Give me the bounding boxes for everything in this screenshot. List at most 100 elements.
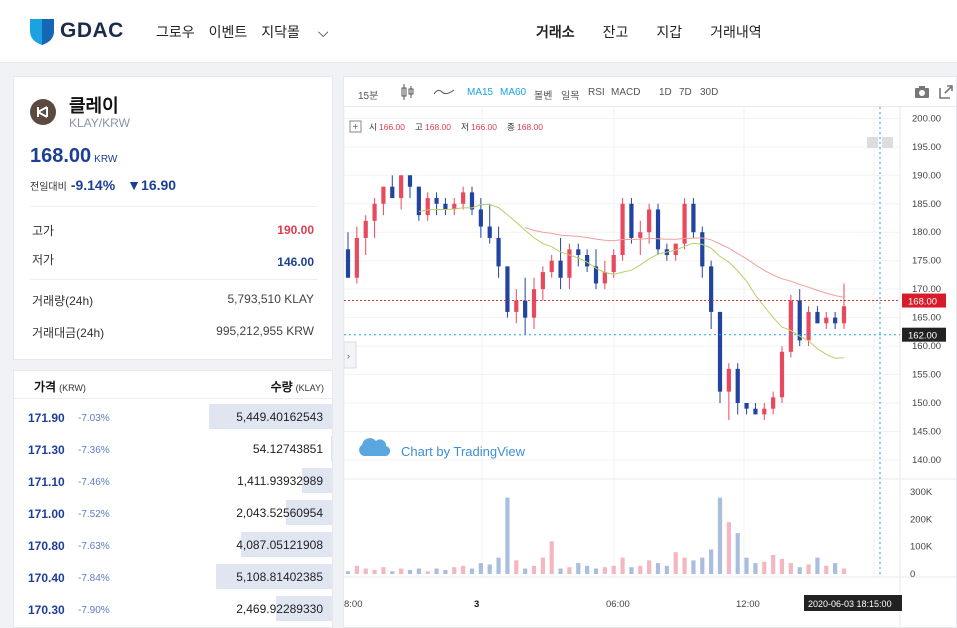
orderbook-row[interactable]: 171.00 -7.52% 2,043.52560954 [14, 495, 332, 527]
candle-body [611, 255, 616, 273]
volume-bar [726, 522, 731, 574]
klay-coin-icon [30, 99, 56, 125]
volume-bar [717, 497, 723, 574]
candle-body [523, 300, 528, 318]
candle-body [779, 351, 785, 398]
gdac-logo[interactable]: GDAC [30, 17, 124, 45]
orderbook-percent: -7.84% [78, 573, 110, 584]
candle-body [469, 192, 475, 210]
y-tick-label: 180.00 [912, 227, 941, 238]
indicator-ichimoku[interactable]: 일목 [561, 91, 580, 102]
legend-ohlc-value: 168.00 [517, 122, 543, 132]
candle-body [629, 203, 634, 238]
orderbook-price: 171.00 [28, 507, 65, 521]
volume-tick-label: 0 [910, 569, 915, 580]
orderbook-row[interactable]: 170.80 -7.63% 4,087.05121908 [14, 527, 332, 559]
current-price-value: 168.00 [30, 145, 92, 167]
indicator-rsi[interactable]: RSI [588, 87, 605, 98]
range-30d[interactable]: 30D [700, 87, 719, 98]
current-price-label: 168.00 [908, 297, 937, 308]
interval-selector[interactable]: 15분 [358, 91, 379, 102]
candle-body [514, 300, 519, 312]
price-chart[interactable]: 200.00 195.00 190.00 185.00 180.00 175.00 170.… [344, 107, 957, 628]
legend-ohlc-value: 166.00 [471, 122, 497, 132]
volume-bar [815, 557, 820, 574]
y-tick-label: 195.00 [912, 142, 941, 153]
candle-body [567, 249, 572, 278]
indicator-macd[interactable]: MACD [611, 87, 641, 98]
candle-body [806, 311, 811, 341]
volume-bar [443, 569, 448, 574]
nav-item-event[interactable]: 이벤트 [208, 24, 248, 40]
crosshair-price-tag [902, 327, 946, 342]
tradingview-watermark [359, 438, 391, 457]
indicator-bollinger[interactable]: 볼벤 [534, 91, 553, 102]
orderbook-percent: -7.03% [78, 413, 110, 424]
candle-body [788, 300, 793, 352]
candle-body [381, 186, 386, 204]
legend-ohlc-label: 시 [369, 122, 377, 132]
orderbook-row[interactable]: 170.30 -7.90% 2,469.92289330 [14, 591, 332, 623]
line-chart-icon[interactable] [433, 82, 455, 102]
volume-bar [514, 560, 519, 574]
watermark-text: Chart by TradingView [401, 444, 526, 459]
y-tick-label: 175.00 [912, 256, 941, 267]
candlestick-icon[interactable] [400, 82, 416, 102]
candle-body [673, 243, 678, 255]
volume-bar [523, 568, 528, 574]
volume-bar [354, 565, 359, 574]
x-tick-label: 06:00 [606, 599, 630, 610]
nav-item-balance[interactable]: 잔고 [602, 24, 629, 40]
volume-bar [779, 559, 785, 574]
candle-body [576, 249, 581, 255]
volume-bar [505, 497, 510, 574]
nav-item-mall[interactable]: 지닥몰 ⌵ [261, 22, 342, 42]
candle-body [531, 289, 537, 318]
change-percent: -9.14% [70, 177, 116, 193]
orderbook-qty: 2,469.92289330 [236, 602, 323, 616]
price-unit: KRW [94, 154, 118, 165]
indicator-ma15[interactable]: MA15 [467, 87, 494, 98]
legend-ohlc-label: 종 [507, 122, 515, 132]
candle-body [602, 272, 607, 284]
qty-header-unit: (KLAY) [295, 383, 324, 393]
volume-bar [593, 568, 599, 574]
volume-bar [461, 565, 466, 574]
range-1d[interactable]: 1D [659, 87, 672, 98]
candle-body [655, 209, 661, 250]
qty-depth-bar [241, 532, 332, 557]
nav-item-grow[interactable]: 그로우 [156, 24, 195, 40]
volume-bar [416, 568, 421, 574]
volume-bar [841, 568, 847, 574]
volume-bar [567, 567, 572, 574]
orderbook-row[interactable]: 171.90 -7.03% 5,449.40162543 [14, 399, 332, 431]
orderbook-row[interactable]: 171.10 -7.46% 1,411.93932989 [14, 463, 332, 495]
top-navigation: GDAC 그로우 이벤트 지닥몰 ⌵ 거래소 잔고 지갑 거래내역 [0, 0, 957, 63]
price-header-unit: (KRW) [59, 383, 86, 393]
nav-item-exchange[interactable]: 거래소 [536, 24, 575, 40]
y-tick-label: 185.00 [912, 199, 941, 210]
gdac-shield-icon [30, 19, 54, 45]
y-tick-label: 150.00 [912, 398, 941, 409]
orderbook-row[interactable]: 171.30 -7.36% 54.12743851 [14, 431, 332, 463]
indicator-ma60[interactable]: MA60 [500, 87, 527, 98]
orderbook-price: 170.40 [28, 571, 65, 585]
nav-item-wallet[interactable]: 지갑 [656, 24, 683, 40]
candle-body [461, 192, 466, 204]
range-7d[interactable]: 7D [679, 87, 692, 98]
price-header: 가격 (KRW) [34, 378, 86, 395]
nav-item-history[interactable]: 거래내역 [710, 24, 762, 40]
orderbook-qty: 54.12743851 [252, 442, 323, 456]
orderbook-row[interactable]: 170.40 -7.84% 5,108.81402385 [14, 559, 332, 591]
candle-body [833, 317, 838, 324]
fullscreen-icon[interactable] [938, 84, 954, 100]
divider [30, 279, 318, 280]
camera-icon[interactable] [914, 85, 930, 99]
candle-body [647, 209, 652, 233]
nav-right: 거래소 잔고 지갑 거래내역 [536, 22, 790, 42]
volume-bar [753, 563, 758, 574]
x-tick-label: 12:00 [736, 599, 760, 610]
volume-bar [372, 569, 377, 574]
y-tick-label: 140.00 [912, 455, 941, 466]
nav-item-mall-label: 지닥몰 [261, 24, 300, 40]
